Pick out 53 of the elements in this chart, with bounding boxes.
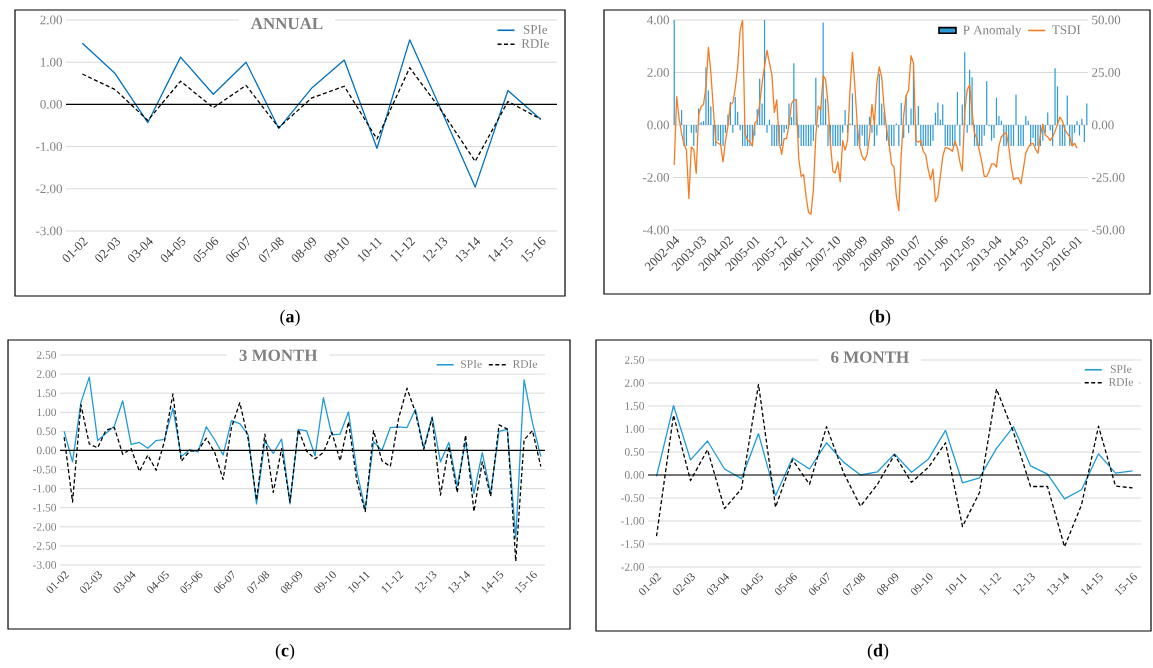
y-tick-label: -2.00: [621, 563, 645, 571]
chart-title: ANNUAL: [250, 17, 323, 30]
y-tick-label: -1.00: [621, 517, 645, 525]
y-tick-label: 0.00: [624, 471, 645, 479]
y-tick-label: 1.00: [40, 57, 62, 67]
legend-label: SPIe: [461, 360, 482, 368]
y2-tick-label: 25.00: [1092, 68, 1121, 77]
text: (a): [280, 309, 300, 327]
y-tick-label: -4.00: [643, 225, 669, 235]
text: (b): [869, 309, 891, 327]
chart-title: 3 MONTH: [239, 349, 318, 362]
y-tick-label: 1.00: [625, 425, 645, 433]
legend-label: TSDI: [1052, 25, 1081, 35]
legend-label: P Anomaly: [963, 25, 1022, 38]
y-tick-label: -0.50: [33, 465, 57, 474]
y-tick-label: 2.50: [36, 351, 57, 359]
y-tick-label: 1.50: [625, 402, 645, 410]
y-tick-label: -0.50: [621, 494, 645, 502]
legend-label: SPIe: [1110, 365, 1132, 373]
legend-label: RDIe: [512, 360, 537, 368]
y-tick-label: -3.00: [36, 226, 62, 236]
y-tick-label: -1.00: [33, 484, 57, 493]
y2-tick-label: -50.00: [1092, 225, 1125, 235]
y-tick-label: 0.00: [647, 120, 669, 130]
y-tick-label: -1.50: [33, 503, 57, 512]
y-tick-label: 4.00: [647, 15, 669, 25]
legend-label: RDIe: [521, 39, 549, 48]
y-tick-label: 2.00: [624, 379, 645, 387]
y-tick-label: -2.00: [36, 184, 62, 194]
y-tick-label: 0.00: [36, 446, 57, 455]
y2-tick-label: 50.00: [1092, 15, 1121, 25]
y-tick-label: 1.50: [37, 389, 57, 398]
y-tick-label: 2.00: [40, 15, 62, 25]
text: (d): [867, 643, 889, 661]
y-tick-label: 1.00: [37, 408, 57, 417]
y-tick-label: -1.00: [36, 142, 62, 151]
y2-tick-label: -25.00: [1092, 173, 1125, 182]
legend-label: RDIe: [1108, 378, 1133, 386]
y-tick-label: -2.50: [33, 542, 57, 550]
y-tick-label: 2.00: [647, 68, 669, 77]
y-tick-label: 2.00: [36, 370, 57, 378]
y-tick-label: -1.50: [621, 540, 645, 548]
y-tick-label: -2.00: [643, 173, 669, 182]
y-tick-label: -2.00: [33, 522, 57, 531]
legend-label: SPIe: [523, 25, 548, 34]
text: (c): [275, 643, 295, 661]
chart-title: 6 MONTH: [831, 351, 909, 363]
y-tick-label: 0.50: [624, 448, 645, 456]
y-tick-label: -3.00: [33, 561, 57, 569]
y-tick-label: 0.50: [36, 427, 57, 436]
y-tick-label: 2.50: [624, 356, 645, 364]
y-tick-label: 0.00: [40, 100, 62, 109]
y2-tick-label: 0.00: [1092, 120, 1114, 130]
